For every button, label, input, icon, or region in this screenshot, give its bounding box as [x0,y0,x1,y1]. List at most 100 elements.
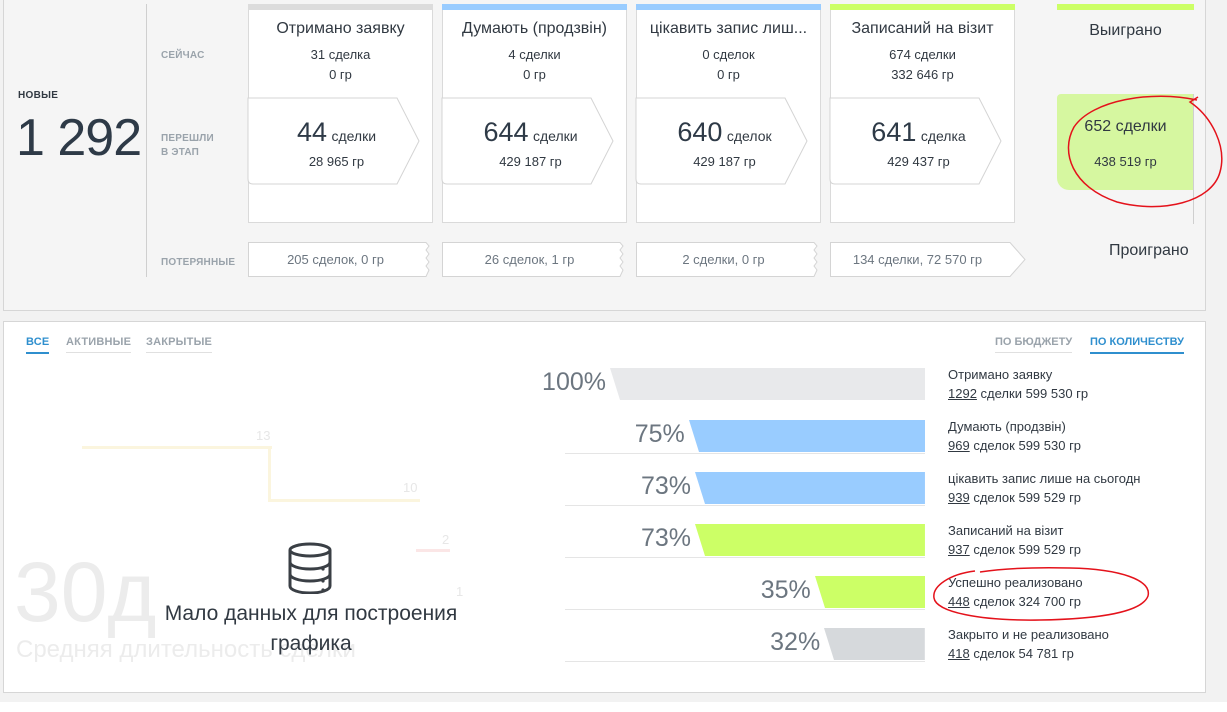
stage-won[interactable]: Выиграно 652 сделки 438 519 гр [1057,4,1194,224]
funnel-percent: 35% [760,576,811,604]
new-count: 1 292 [16,109,142,167]
stage-color-bar [442,4,627,10]
funnel-stats-line: 1292 сделки 599 530 гр [948,386,1088,401]
stage-now-deals: 4 сделки [508,47,561,62]
row-label-moved: ПЕРЕШЛИ В ЭТАП [161,133,214,158]
mode-count[interactable]: ПО КОЛИЧЕСТВУ [1090,336,1184,354]
tab-all[interactable]: ВСЕ [26,336,50,354]
stage-moved: 644 сделки [483,117,578,147]
stage-moved-sum: 429 437 гр [887,154,950,169]
funnel-stats: сделок 599 530 гр [969,438,1082,453]
new-label: НОВЫЕ [18,90,59,101]
funnel-row[interactable]: 73% Записаний на візит 937 сделок 599 529 … [4,523,1207,558]
stage-now-sum: 0 гр [523,67,546,82]
funnel-baseline [565,505,925,506]
stage-color-bar [248,4,433,10]
no-data-message: Мало данных для построения графика [164,602,458,655]
stage-title: цікавить запис лиш... [649,20,808,37]
avg-duration-value: 30д [14,545,157,639]
funnel-row[interactable]: 73% цікавить запис лише на сьогодні 939 сд… [4,471,1207,506]
stage-chevron [829,97,1002,185]
database-icon [288,542,332,594]
funnel-count-link[interactable]: 418 [948,646,970,661]
funnel-count-link[interactable]: 448 [948,594,970,609]
stage-card[interactable]: Записаний на візит 674 сделки 332 646 гр… [829,4,1015,223]
stage-moved-sum: 438 519 гр [1094,154,1157,169]
funnel-stats: сделок 599 529 гр [969,490,1082,505]
stage-chevron [635,97,808,185]
stage-lost[interactable]: 134 сделки, 72 570 гр [830,242,1026,277]
stage-lost-final[interactable]: Проиграно [1109,242,1189,259]
stage-moved-sum: 28 965 гр [308,154,365,169]
funnel-stats: сделок 599 529 гр [969,542,1082,557]
tab-active[interactable]: АКТИВНЫЕ [66,336,132,353]
conversion-panel: ВСЕ АКТИВНЫЕ ЗАКРЫТЫЕ ПО БЮДЖЕТУ ПО КОЛИ… [3,321,1206,693]
funnel-percent: 73% [641,524,692,552]
stage-now-sum: 332 646 гр [891,67,954,82]
stage-lost[interactable]: 26 сделок, 1 гр [442,242,627,277]
funnel-bar [814,576,925,608]
avg-duration-label: Средняя длительность сделки [16,636,356,663]
funnel-row[interactable]: 100% Отримано заявку 1292 сделки 599 530 г… [4,367,1207,401]
funnel-stats: сделок 324 700 гр [969,594,1082,609]
stage-color-bar [636,4,821,10]
funnel-count-link[interactable]: 1292 [948,386,977,401]
pipeline-panel: НОВЫЕ 1 292 СЕЙЧАС ПЕРЕШЛИ В ЭТАП ПОТЕРЯ… [3,0,1206,311]
funnel-percent: 73% [641,472,692,500]
stage-moved: 640 сделок [677,117,772,147]
funnel-count-link[interactable]: 969 [948,438,970,453]
stage-title: Думають (продзвін) [462,20,607,37]
funnel-row[interactable]: 32% Закрыто и не реализовано 418 сделок 54… [4,627,1207,662]
ghost-chart-line [268,446,271,502]
ghost-chart-line [416,549,450,552]
stage-moved-sum: 429 187 гр [693,154,756,169]
funnel-stats-line: 937 сделок 599 529 гр [948,542,1081,557]
funnel-stats-line: 969 сделок 599 530 гр [948,438,1081,453]
funnel-count-link[interactable]: 937 [948,542,970,557]
stage-moved: 44 сделки [296,117,377,147]
funnel-bar [695,524,925,556]
funnel-baseline [565,557,925,558]
stage-now-sum: 0 гр [717,67,740,82]
funnel-percent: 100% [542,368,606,396]
mode-budget[interactable]: ПО БЮДЖЕТУ [995,336,1073,353]
stage-now-deals: 674 сделки [889,47,956,62]
stage-lost[interactable]: 205 сделок, 0 гр [248,242,433,277]
funnel-bar [695,472,925,504]
stage-moved-sum: 429 187 гр [499,154,562,169]
stage-now-deals: 31 сделка [310,47,371,62]
funnel-row[interactable]: 75% Думають (продзвін) 969 сделок 599 530 … [4,419,1207,454]
funnel-bar [610,368,925,400]
funnel-stage-name: Думають (продзвін) [948,419,1066,434]
stage-now-deals: 0 сделок [702,47,755,62]
row-label-lost: ПОТЕРЯННЫЕ [161,257,236,268]
stage-chevron [441,97,614,185]
tab-closed[interactable]: ЗАКРЫТЫЕ [146,336,213,353]
won-box [1057,94,1194,190]
funnel-stats-line: 448 сделок 324 700 гр [948,594,1081,609]
stage-card[interactable]: Отримано заявку 31 сделка 0 гр 44 сделки… [247,4,433,223]
funnel-baseline [565,661,925,662]
funnel-percent: 32% [770,628,821,656]
ghost-chart-line [268,499,420,502]
funnel-stats: сделок 54 781 гр [969,646,1074,661]
stage-title: Отримано заявку [276,20,405,37]
stage-card[interactable]: цікавить запис лиш... 0 сделок 0 гр 640 … [635,4,821,223]
funnel-stats-line: 418 сделок 54 781 гр [948,646,1074,661]
stage-now-sum: 0 гр [329,67,352,82]
stage-chevron [247,97,420,185]
funnel-percent: 75% [634,420,685,448]
stage-title: Выиграно [1089,22,1162,39]
funnel-stats-line: 939 сделок 599 529 гр [948,490,1081,505]
funnel-stage-name: цікавить запис лише на сьогодні [948,471,1140,486]
stage-card[interactable]: Думають (продзвін) 4 сделки 0 гр 644 сде… [441,4,627,223]
funnel-row[interactable]: 35% Успешно реализовано 448 сделок 324 700… [4,575,1207,610]
stage-moved: 652 сделки [1084,118,1167,135]
funnel-stage-name: Успешно реализовано [948,575,1083,590]
ghost-chart-value: 2 [442,532,450,547]
funnel-bar [688,420,925,452]
row-label-now: СЕЙЧАС [161,50,205,61]
funnel-count-link[interactable]: 939 [948,490,970,505]
footer-strip [0,702,1227,712]
stage-lost[interactable]: 2 сделки, 0 гр [636,242,821,277]
